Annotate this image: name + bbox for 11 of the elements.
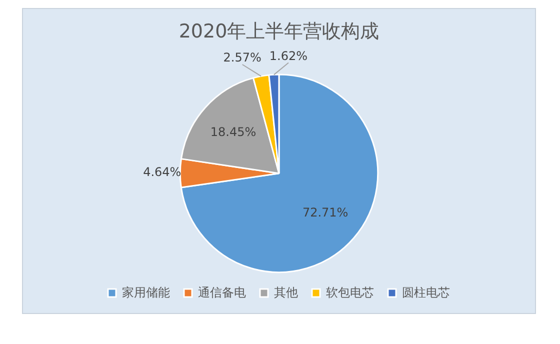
data-label: 1.62% xyxy=(269,48,308,63)
data-label: 2.57% xyxy=(223,50,262,65)
data-label: 18.45% xyxy=(210,124,256,139)
legend-label: 软包电芯 xyxy=(326,285,374,300)
legend-label: 家用储能 xyxy=(122,285,170,300)
data-label: 72.71% xyxy=(302,206,348,220)
legend-label: 圆柱电芯 xyxy=(402,285,450,300)
data-label: 4.64% xyxy=(143,165,182,180)
legend-label: 其他 xyxy=(274,285,298,300)
legend-label: 通信备电 xyxy=(198,285,246,300)
chart-title: 2020年上半年营收构成 xyxy=(178,20,380,42)
